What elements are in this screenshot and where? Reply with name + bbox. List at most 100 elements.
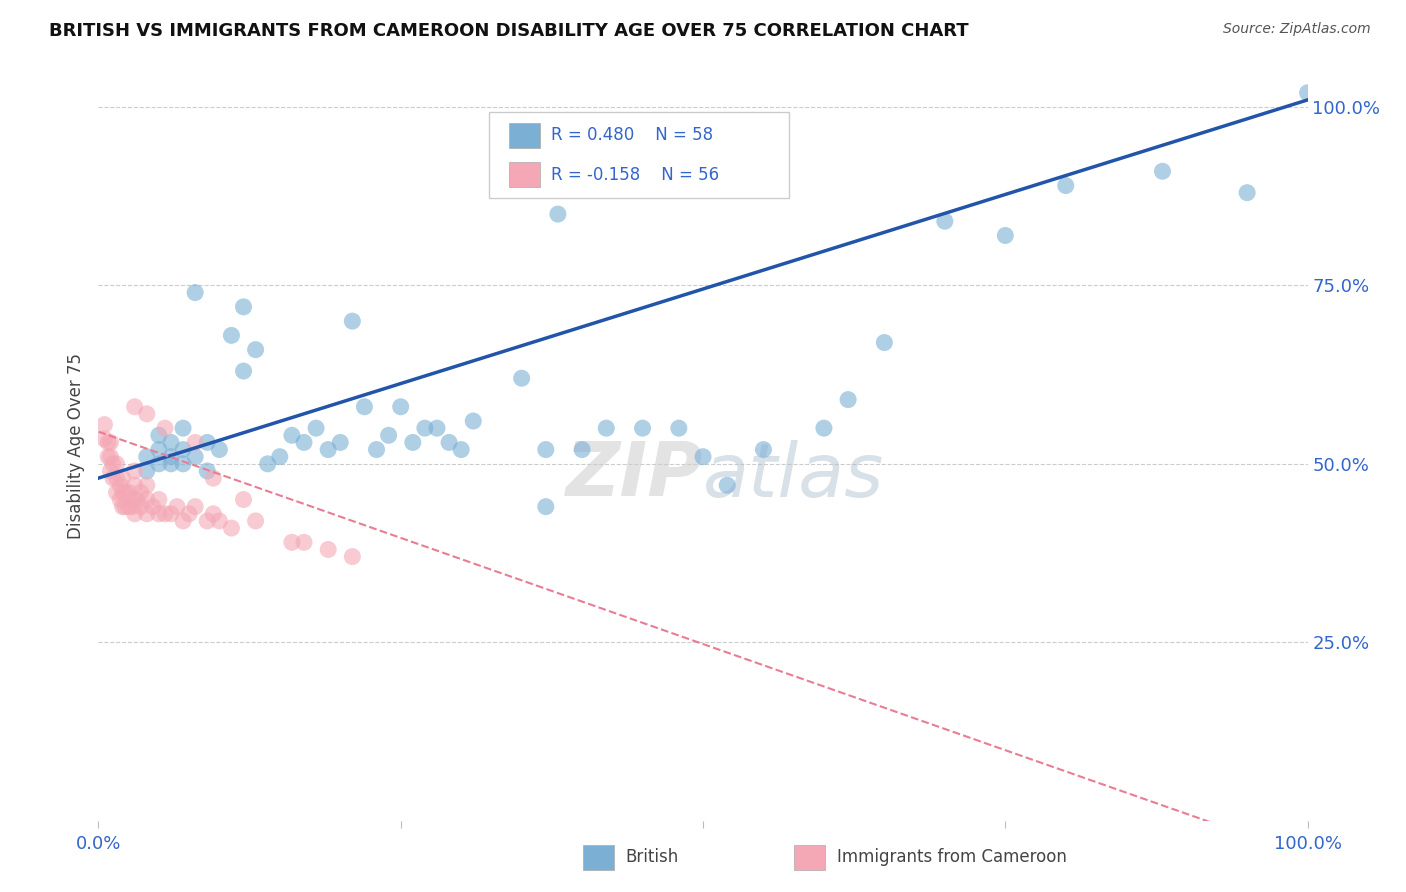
Point <box>124 400 146 414</box>
Point <box>631 421 654 435</box>
Point <box>172 421 194 435</box>
Point <box>692 450 714 464</box>
Point <box>232 300 254 314</box>
Point <box>153 507 176 521</box>
Point <box>292 435 315 450</box>
Point <box>160 457 183 471</box>
Point <box>97 435 120 450</box>
Point <box>160 435 183 450</box>
Point <box>426 421 449 435</box>
Point <box>135 492 157 507</box>
Point <box>184 285 207 300</box>
Point <box>281 428 304 442</box>
Point <box>1152 164 1174 178</box>
Point <box>202 471 225 485</box>
Point <box>135 507 157 521</box>
Point <box>153 421 176 435</box>
Point <box>108 492 131 507</box>
Point <box>124 464 146 478</box>
Point <box>105 471 128 485</box>
Point <box>1296 86 1319 100</box>
Point <box>148 457 170 471</box>
Point <box>142 500 165 514</box>
Y-axis label: Disability Age Over 75: Disability Age Over 75 <box>66 353 84 539</box>
Point <box>1236 186 1258 200</box>
Point <box>93 417 115 432</box>
Point <box>129 500 152 514</box>
Point <box>232 364 254 378</box>
Point <box>184 450 207 464</box>
Point <box>100 450 122 464</box>
Point <box>111 500 134 514</box>
Point <box>124 492 146 507</box>
Point <box>148 492 170 507</box>
Point <box>101 471 124 485</box>
Point <box>97 450 120 464</box>
Point <box>105 457 128 471</box>
Point <box>148 428 170 442</box>
Point <box>281 535 304 549</box>
Point <box>93 432 115 446</box>
Point <box>232 492 254 507</box>
Point <box>221 521 243 535</box>
Point <box>127 492 149 507</box>
Text: ZIP: ZIP <box>565 440 703 513</box>
Point <box>195 435 218 450</box>
Point <box>108 478 131 492</box>
Point <box>166 500 188 514</box>
Point <box>114 500 136 514</box>
Text: British: British <box>626 848 679 866</box>
Text: R = -0.158    N = 56: R = -0.158 N = 56 <box>551 166 718 184</box>
Point <box>195 514 218 528</box>
Point <box>121 500 143 514</box>
Point <box>413 421 436 435</box>
Point <box>837 392 859 407</box>
Point <box>135 478 157 492</box>
Point <box>402 435 425 450</box>
Point <box>172 457 194 471</box>
Point <box>534 500 557 514</box>
Point <box>118 485 141 500</box>
Point <box>100 464 122 478</box>
Point <box>269 450 291 464</box>
Point <box>135 450 157 464</box>
Point <box>377 428 399 442</box>
Text: Source: ZipAtlas.com: Source: ZipAtlas.com <box>1223 22 1371 37</box>
Point <box>752 442 775 457</box>
Point <box>353 400 375 414</box>
Text: atlas: atlas <box>703 440 884 512</box>
Point <box>208 442 231 457</box>
Point <box>221 328 243 343</box>
Point <box>245 343 267 357</box>
Point <box>184 500 207 514</box>
Point <box>389 400 412 414</box>
Point <box>342 549 364 564</box>
Point <box>245 514 267 528</box>
Point <box>101 457 124 471</box>
Point <box>292 535 315 549</box>
Point <box>129 485 152 500</box>
Point <box>184 435 207 450</box>
Point <box>873 335 896 350</box>
Text: Immigrants from Cameroon: Immigrants from Cameroon <box>837 848 1066 866</box>
Point <box>305 421 328 435</box>
Point <box>668 421 690 435</box>
Point <box>463 414 485 428</box>
Point <box>172 442 194 457</box>
Point <box>450 442 472 457</box>
Point <box>208 514 231 528</box>
Point <box>135 407 157 421</box>
Point <box>172 514 194 528</box>
Point <box>114 485 136 500</box>
Point <box>105 485 128 500</box>
Point <box>148 507 170 521</box>
Point <box>160 450 183 464</box>
Point <box>111 485 134 500</box>
Point <box>534 442 557 457</box>
Point <box>111 471 134 485</box>
Point <box>195 464 218 478</box>
Point <box>160 507 183 521</box>
Point <box>571 442 593 457</box>
Point <box>256 457 278 471</box>
Point <box>100 435 122 450</box>
